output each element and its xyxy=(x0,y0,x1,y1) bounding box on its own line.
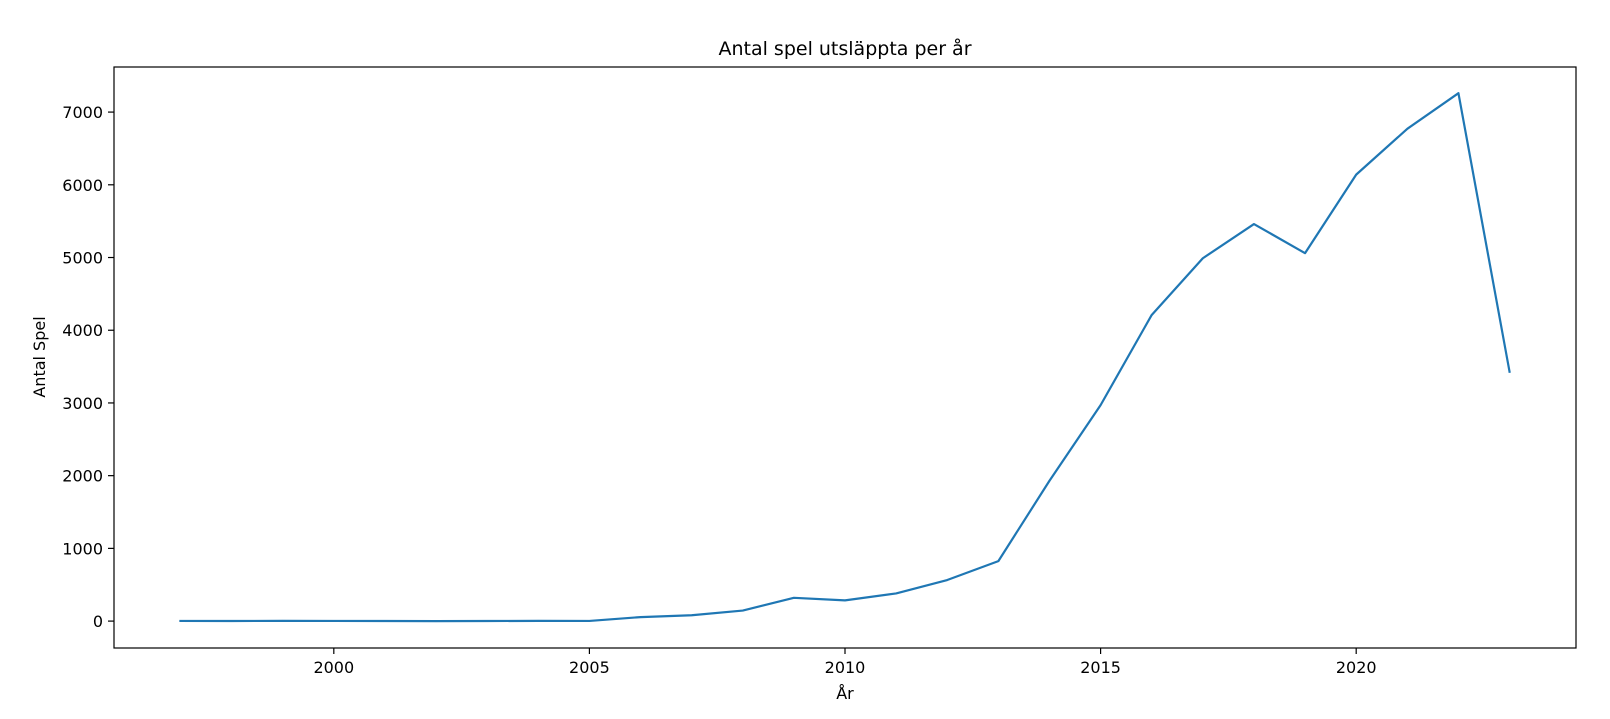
y-tick-label: 3000 xyxy=(62,394,103,413)
series-line xyxy=(179,92,1511,623)
x-tick-label: 2005 xyxy=(569,658,610,677)
x-tick-label: 2010 xyxy=(825,658,866,677)
y-tick-label: 2000 xyxy=(62,467,103,486)
y-tick-label: 0 xyxy=(93,612,103,631)
y-tick-label: 1000 xyxy=(62,539,103,558)
plot-area: 2000 2005 2010 2015 2020 0 1000 2000 3000 4000 500… xyxy=(62,92,1511,677)
plot-frame xyxy=(113,66,1577,649)
chart-title: Antal spel utsläppta per år xyxy=(718,37,971,60)
y-tick-label: 4000 xyxy=(62,321,103,340)
y-tick-label: 7000 xyxy=(62,103,103,122)
y-tick-label: 6000 xyxy=(62,176,103,195)
y-tick-label: 5000 xyxy=(62,249,103,268)
y-axis-label: Antal Spel xyxy=(30,316,49,397)
x-axis-label: År xyxy=(836,684,854,703)
x-tick-label: 2020 xyxy=(1336,658,1377,677)
x-tick-label: 2000 xyxy=(313,658,354,677)
x-tick-label: 2015 xyxy=(1080,658,1121,677)
